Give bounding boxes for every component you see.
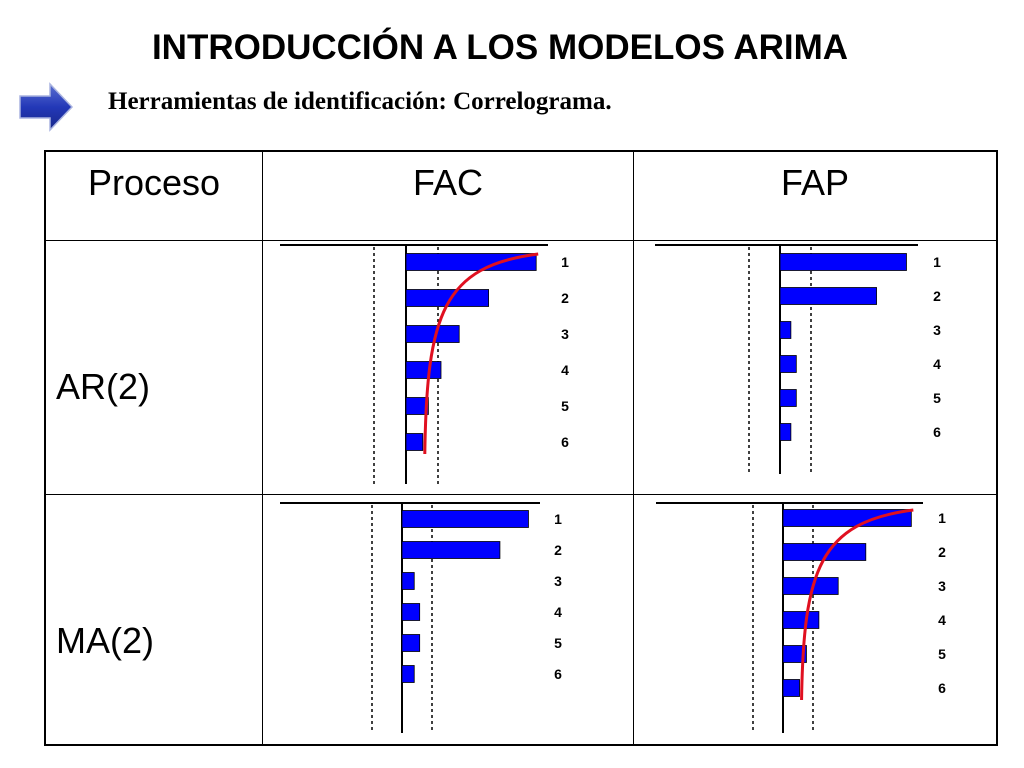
ma2-fap-lag-label-3: 3 [938,578,946,594]
ar2-fap-lag-label-2: 2 [933,288,941,304]
ar2-fac-bar-5 [405,397,429,415]
ma2-fac-bar-3 [401,572,415,590]
ar2-fac-lag-label-5: 5 [561,398,569,414]
ma2-fap-lag-label-6: 6 [938,680,946,696]
page-title: INTRODUCCIÓN A LOS MODELOS ARIMA [151,28,849,67]
ma2-fap-bar-5 [782,645,807,663]
ar2-fap-bar-3 [779,321,792,339]
row-label-ar2: AR(2) [56,366,151,407]
right-arrow-icon [19,82,74,132]
ar2-fap-lag-label-6: 6 [933,424,941,440]
ma2-fac-lag-label-6: 6 [554,666,562,682]
ar2-fap-lag-label-5: 5 [933,390,941,406]
header-fac: FAC [412,162,483,203]
correlogram-table: Proceso FAC FAP AR(2) MA(2) [44,150,998,746]
ar2-fac-bar-6 [405,433,424,451]
ma2-fac-bar-5 [401,634,421,652]
row-label-ma2: MA(2) [56,620,154,661]
ma2-fap-lag-label-2: 2 [938,544,946,560]
column-divider [262,152,263,744]
ar2-fap-bar-4 [779,355,797,373]
header-fap: FAP [780,162,850,203]
ma2-fap-lag-label-1: 1 [938,510,946,526]
row-divider [46,494,996,495]
ar2-fap-bar-6 [779,423,792,441]
ma2-fac-bar-4 [401,603,421,621]
ar2-fap-lag-label-1: 1 [933,254,941,270]
ar2-fac-decay-curve [423,252,539,455]
ar2-fap-lag-label-4: 4 [933,356,941,372]
ma2-fap-bar-6 [782,679,800,697]
ma2-fac-bar-1 [401,510,529,528]
ar2-fac-lag-label-2: 2 [561,290,569,306]
ar2-fac-bar-1 [405,253,537,271]
ma2-fac-lag-label-3: 3 [554,573,562,589]
ar2-fap-bar-5 [779,389,797,407]
ma2-fap-bar-4 [782,611,820,629]
ar2-fac-bar-3 [405,325,460,343]
ar2-fac-bar-4 [405,361,442,379]
ma2-fac-lag-label-4: 4 [554,604,562,620]
column-divider [633,152,634,744]
ma2-fac-lag-label-1: 1 [554,511,562,527]
ar2-fac-lag-label-6: 6 [561,434,569,450]
header-proceso: Proceso [87,162,221,203]
ar2-fac-lag-label-4: 4 [561,362,569,378]
ma2-fac-lag-label-2: 2 [554,542,562,558]
ma2-fap-lag-label-4: 4 [938,612,946,628]
ma2-fap-bar-1 [782,509,912,527]
subtitle: Herramientas de identificación: Correlog… [108,88,612,115]
ma2-fac-bar-2 [401,541,501,559]
ar2-fap-bar-2 [779,287,877,305]
ma2-fac-bar-6 [401,665,415,683]
ar2-fac-lag-label-3: 3 [561,326,569,342]
ar2-fac-lag-label-1: 1 [561,254,569,270]
ma2-fap-decay-curve [800,508,914,701]
ma2-fap-lag-label-5: 5 [938,646,946,662]
ar2-fap-lag-label-3: 3 [933,322,941,338]
ma2-fac-lag-label-5: 5 [554,635,562,651]
header-divider [46,240,996,241]
ar2-fap-bar-1 [779,253,907,271]
